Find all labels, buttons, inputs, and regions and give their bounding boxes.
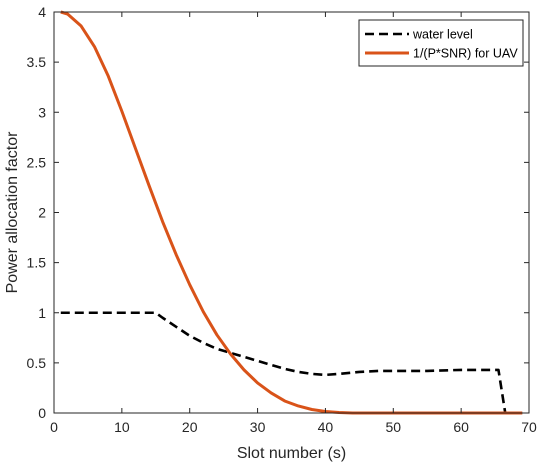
legend-label-water-level: water level (412, 28, 473, 42)
x-tick-label: 70 (521, 419, 537, 435)
series-line-water-level (60, 311, 523, 415)
y-tick-label: 1 (38, 305, 46, 321)
x-tick-label: 50 (385, 419, 401, 435)
y-tick-label: 1.5 (27, 255, 47, 271)
plot-background (54, 12, 529, 413)
ticks-layer: 0 10 20 30 40 50 60 70 0 0.5 1 1.5 2 2.5 3 3.5 4 (27, 4, 537, 435)
y-tick-label: 0 (38, 405, 46, 421)
y-axis-label: Power allocation factor (4, 131, 21, 294)
y-tick-label: 3 (38, 104, 46, 120)
legend: water level 1/(P*SNR) for UAV (358, 19, 524, 67)
x-tick-label: 20 (182, 419, 198, 435)
x-tick-label: 30 (250, 419, 266, 435)
y-tick-label: 4 (38, 4, 46, 20)
legend-box (358, 19, 524, 67)
legend-label-uav: 1/(P*SNR) for UAV (413, 47, 518, 61)
y-tick-label: 2 (38, 205, 46, 221)
x-tick-label: 40 (318, 419, 334, 435)
x-axis-label: Slot number (s) (237, 445, 346, 462)
y-tick-label: 3.5 (27, 54, 47, 70)
x-tick-label: 10 (114, 419, 130, 435)
x-tick-label: 60 (453, 419, 469, 435)
y-tick-label: 0.5 (27, 355, 47, 371)
y-tick-label: 2.5 (27, 154, 47, 170)
plot-area (54, 12, 529, 413)
x-tick-label: 0 (50, 419, 58, 435)
